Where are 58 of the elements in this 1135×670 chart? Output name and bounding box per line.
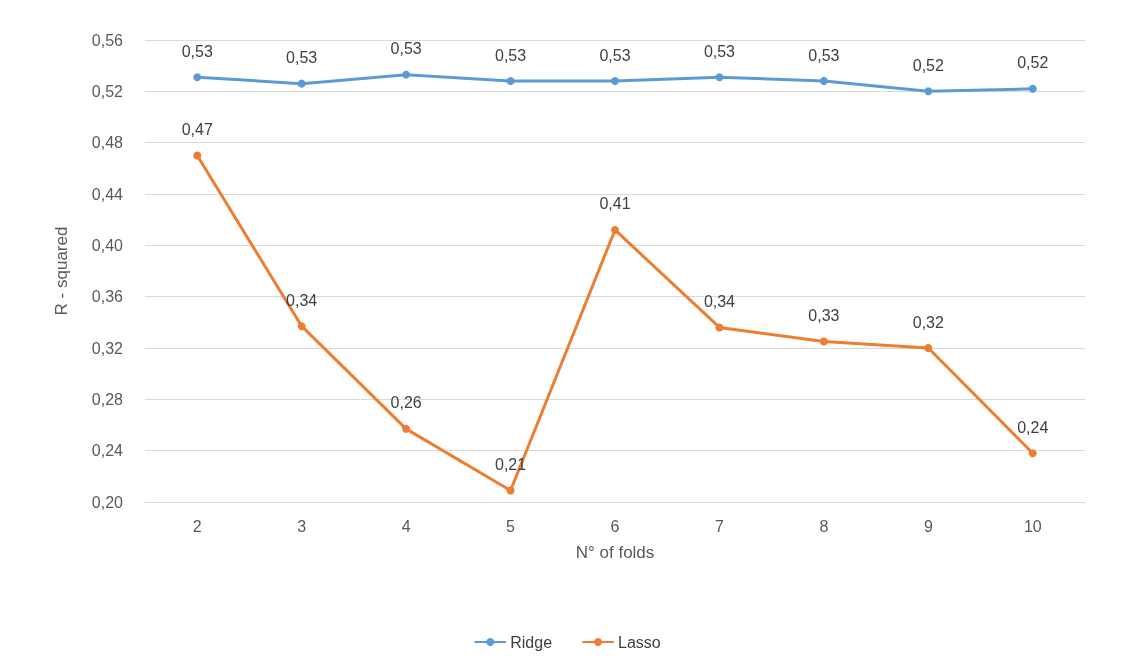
legend-label: Ridge — [510, 633, 553, 651]
data-label: 0,47 — [181, 121, 213, 138]
point — [193, 73, 202, 82]
y-tick-label: 0,40 — [91, 236, 124, 254]
point — [193, 151, 202, 160]
point — [819, 77, 828, 86]
x-tick-label: 5 — [506, 517, 516, 535]
point — [611, 225, 619, 234]
point — [611, 77, 619, 86]
point — [506, 486, 515, 495]
data-label: 0,24 — [1017, 418, 1049, 436]
point — [715, 73, 724, 82]
point — [297, 322, 306, 331]
x-tick-label: 6 — [610, 517, 620, 535]
x-tick-label: 8 — [819, 517, 829, 535]
point — [1028, 449, 1037, 458]
point — [715, 323, 724, 332]
data-label: 0,33 — [808, 307, 840, 325]
data-label: 0,53 — [494, 46, 527, 64]
x-tick-label: 2 — [192, 517, 202, 535]
y-axis-title: R - squared — [52, 226, 71, 316]
data-label: 0,53 — [703, 42, 736, 60]
data-label: 0,26 — [390, 394, 422, 412]
data-label: 0,32 — [912, 313, 945, 331]
y-tick-label: 0,24 — [91, 442, 124, 460]
y-tick-label: 0,32 — [91, 339, 124, 357]
x-tick-label: 10 — [1023, 517, 1042, 535]
point — [402, 424, 411, 433]
legend-label: Lasso — [618, 633, 661, 651]
point — [297, 79, 306, 88]
data-label: 0,53 — [181, 42, 213, 60]
y-tick-label: 0,20 — [91, 493, 124, 511]
x-tick-label: 3 — [297, 517, 307, 535]
y-tick-label: 0,44 — [91, 185, 124, 203]
point — [402, 70, 411, 79]
data-label: 0,34 — [286, 291, 318, 309]
data-label: 0,53 — [599, 46, 631, 64]
y-tick-label: 0,36 — [91, 288, 124, 306]
x-tick-label: 4 — [401, 517, 411, 535]
data-label: 0,53 — [286, 49, 318, 67]
y-tick-label: 0,56 — [91, 31, 124, 49]
point — [1028, 84, 1037, 93]
point — [506, 77, 515, 86]
point — [924, 87, 933, 96]
y-tick-label: 0,48 — [91, 134, 124, 152]
x-tick-label: 7 — [714, 517, 724, 535]
data-label: 0,53 — [808, 46, 840, 64]
data-label: 0,53 — [390, 40, 422, 58]
point — [924, 344, 933, 352]
y-tick-label: 0,52 — [91, 82, 124, 100]
data-label: 0,34 — [703, 292, 736, 310]
x-tick-label: 9 — [923, 517, 933, 535]
y-tick-label: 0,28 — [91, 390, 124, 408]
data-label: 0,52 — [912, 56, 945, 74]
data-label: 0,52 — [1017, 54, 1049, 72]
x-axis-title: N° of folds — [575, 543, 655, 562]
data-label: 0,41 — [599, 195, 631, 213]
point — [819, 337, 828, 346]
